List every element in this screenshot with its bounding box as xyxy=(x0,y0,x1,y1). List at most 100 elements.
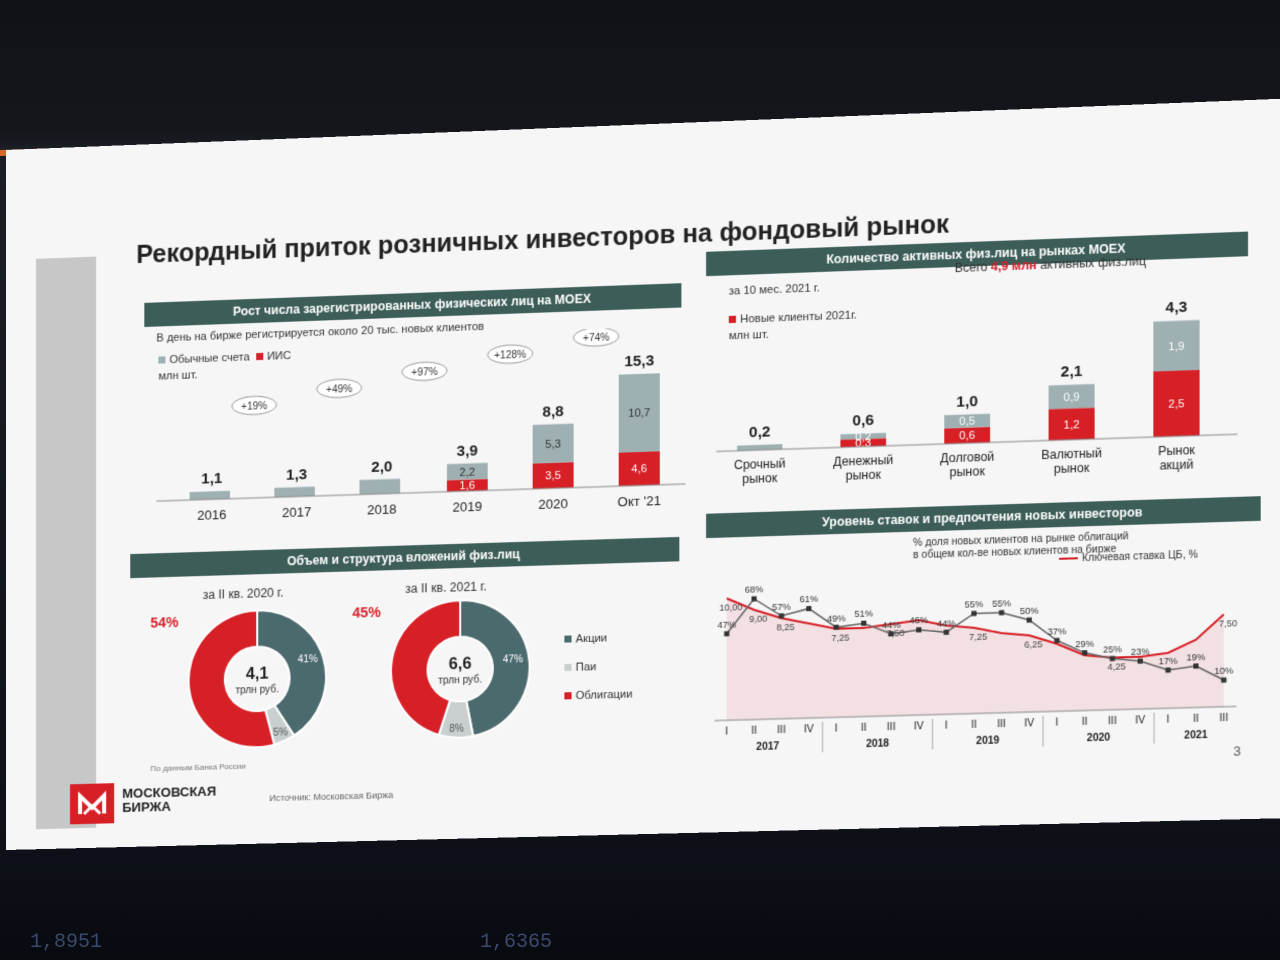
legend-item-stocks: Акции xyxy=(564,624,632,654)
legend-swatch-bonds xyxy=(564,692,571,699)
share-label: 37% xyxy=(1048,626,1067,637)
growth-label-regular: 2,2 xyxy=(460,466,476,479)
share-point xyxy=(1082,650,1087,655)
quarter-label: III xyxy=(1219,713,1228,725)
active-chart: 0,2Срочныйрынок0,30,20,6Денежныйрынок0,6… xyxy=(706,254,1248,502)
active-category-label-2: рынок xyxy=(1054,461,1090,477)
active-label-new: 1,2 xyxy=(1064,419,1080,432)
share-point xyxy=(1193,663,1198,668)
share-point xyxy=(971,611,976,616)
share-point xyxy=(861,621,866,626)
grey-side-bar xyxy=(36,257,96,830)
active-total-label: 0,2 xyxy=(749,423,771,441)
quarter-label: I xyxy=(1055,717,1058,728)
quarter-label: I xyxy=(725,726,728,737)
share-label: 19% xyxy=(1186,651,1205,662)
structure-header: Объем и структура вложений физ.лиц xyxy=(130,537,679,578)
active-category-label: Рынок xyxy=(1158,443,1196,459)
structure-label-2020: за II кв. 2020 г. xyxy=(203,586,284,603)
donut-center-value: 6,6 xyxy=(449,656,472,674)
page-number: 3 xyxy=(1233,743,1241,759)
donut-value-label: 54% xyxy=(150,614,179,631)
rates-chart: 47%68%57%61%49% 51%44% 46% 44%55% 55%50%37%2… xyxy=(706,551,1269,761)
quarter-label: II xyxy=(861,723,867,734)
donut-center-unit: трлн руб. xyxy=(235,683,278,696)
active-category-label-2: рынок xyxy=(846,467,882,482)
ticker-number-2: 1,6365 xyxy=(480,931,552,954)
year-label: 2018 xyxy=(866,738,890,750)
growth-category-label: Окт '21 xyxy=(617,493,661,510)
quarter-label: III xyxy=(997,719,1006,730)
growth-category-label: 2019 xyxy=(453,499,482,515)
active-category-label-2: акций xyxy=(1160,457,1194,472)
share-label: 17% xyxy=(1159,655,1178,666)
active-label-existing: 0,2 xyxy=(855,431,871,444)
active-label-existing: 0,5 xyxy=(959,416,975,429)
share-label: 23% xyxy=(1131,646,1150,657)
donut-value-label: 47% xyxy=(503,654,524,666)
growth-category-label: 2020 xyxy=(538,496,568,512)
quarter-label: III xyxy=(887,722,896,733)
share-label: 55% xyxy=(992,598,1011,609)
growth-chart: 1,1 2016 1,3 2017 2,0 2018 1,62,2 3,9 2019 3,5 5,3… xyxy=(136,326,685,536)
structure-legend: Акции Паи Облигации xyxy=(564,624,632,711)
quarter-label: II xyxy=(751,726,757,737)
growth-rate-label: +97% xyxy=(411,367,437,379)
quarter-label: I xyxy=(945,720,948,731)
share-point xyxy=(1027,617,1032,622)
share-label: 44% xyxy=(937,618,956,629)
growth-label-regular: 10,7 xyxy=(628,408,650,421)
year-label: 2021 xyxy=(1184,730,1208,742)
ticker-number-1: 1,8951 xyxy=(30,931,102,954)
growth-total-label: 1,3 xyxy=(286,466,307,484)
growth-label-regular: 5,3 xyxy=(545,438,561,451)
share-point xyxy=(944,630,949,635)
active-category-label: Срочный xyxy=(734,456,786,472)
rate-label: 4,25 xyxy=(1107,661,1125,672)
active-label-existing: 1,9 xyxy=(1168,340,1184,353)
share-label: 25% xyxy=(1103,644,1122,655)
quarter-label: IV xyxy=(1024,718,1034,730)
share-label: 47% xyxy=(717,619,736,630)
growth-rate-label: +19% xyxy=(241,401,267,413)
active-total-label: 0,6 xyxy=(852,412,874,430)
growth-total-label: 3,9 xyxy=(457,442,478,460)
share-label: 46% xyxy=(909,615,928,626)
rate-label: 6,25 xyxy=(1024,639,1042,650)
growth-total-label: 15,3 xyxy=(624,352,654,370)
donut-2020: 41% 5% 54% 4,1трлн руб. xyxy=(146,602,348,759)
share-label: 51% xyxy=(854,609,873,620)
share-label: 49% xyxy=(827,613,846,624)
growth-total-label: 8,8 xyxy=(542,403,563,421)
share-point xyxy=(834,625,839,630)
growth-total-label: 1,1 xyxy=(201,470,222,488)
quarter-label: III xyxy=(777,725,786,736)
donut-value-label: 5% xyxy=(273,728,288,739)
active-category-label: Денежный xyxy=(833,453,893,469)
rate-label: 7,25 xyxy=(831,632,849,643)
active-category-label: Валютный xyxy=(1041,446,1102,462)
quarter-label: I xyxy=(1167,714,1170,725)
donut-value-label: 45% xyxy=(352,604,381,621)
growth-rate-label: +74% xyxy=(583,332,610,344)
active-total-label: 4,3 xyxy=(1166,299,1188,317)
share-point xyxy=(724,631,729,636)
year-label: 2020 xyxy=(1087,732,1111,744)
year-label: 2017 xyxy=(756,741,779,753)
active-category-label-2: рынок xyxy=(742,471,778,486)
rate-label: 7,50 xyxy=(1219,618,1237,629)
active-category-label: Долговой xyxy=(940,449,994,465)
growth-category-label: 2016 xyxy=(197,507,226,523)
growth-label-iis: 4,6 xyxy=(631,463,647,476)
active-total-label: 2,1 xyxy=(1061,363,1083,381)
donut-value-label: 41% xyxy=(298,654,318,666)
rate-label: 7,25 xyxy=(969,631,987,642)
legend-stocks: Акции xyxy=(576,632,608,645)
presentation-slide: Рекордный приток розничных инвесторов на… xyxy=(6,99,1280,850)
share-point xyxy=(1138,658,1143,663)
legend-funds: Паи xyxy=(576,661,597,674)
year-label: 2019 xyxy=(976,735,1000,747)
growth-axis xyxy=(156,484,685,501)
growth-bar-total xyxy=(359,479,400,495)
